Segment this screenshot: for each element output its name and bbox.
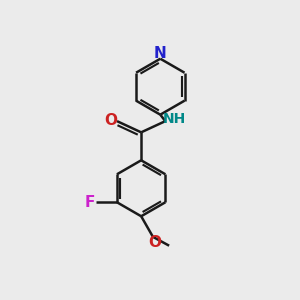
Text: N: N (154, 46, 167, 61)
Text: O: O (148, 235, 161, 250)
Text: F: F (85, 195, 95, 210)
Text: NH: NH (163, 112, 186, 126)
Text: O: O (104, 113, 117, 128)
